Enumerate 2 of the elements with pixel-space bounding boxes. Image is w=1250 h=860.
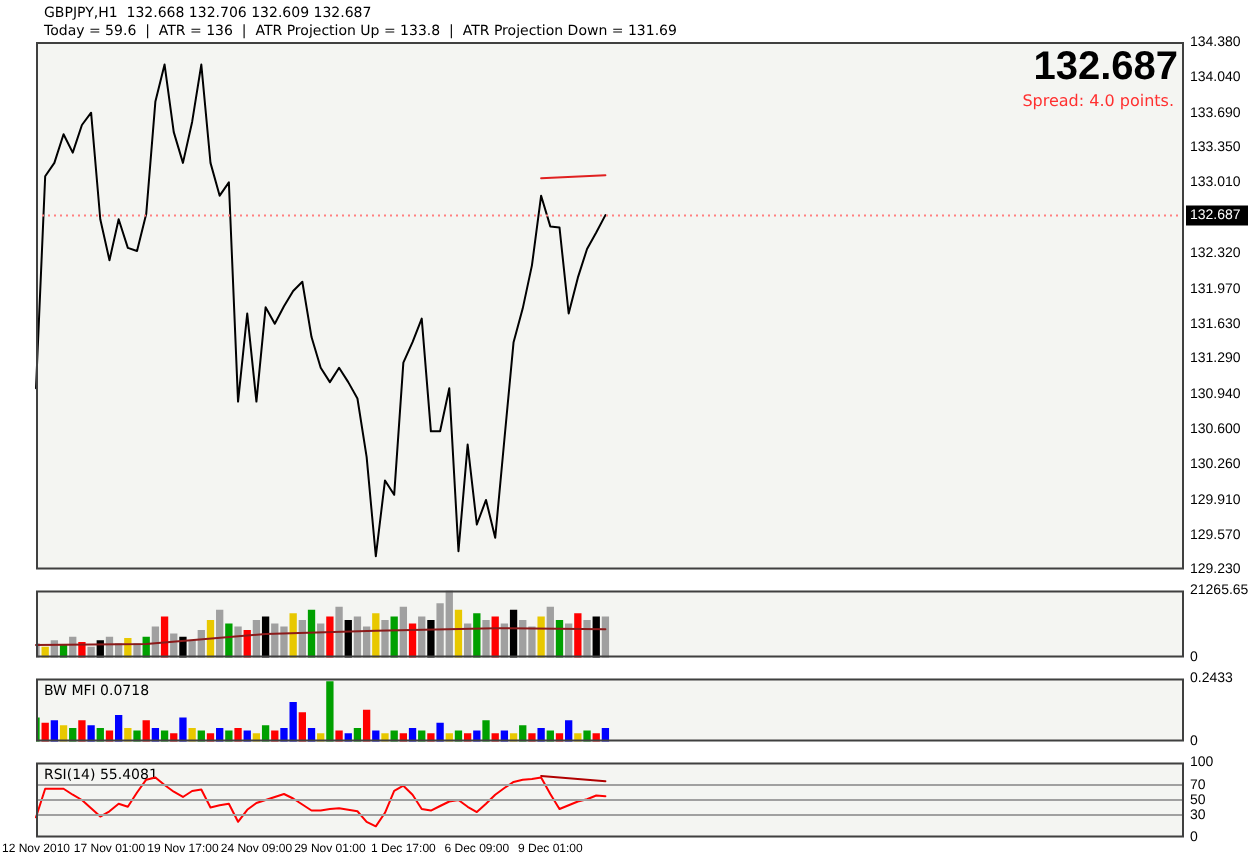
annotation: Spread: 4.0 points. — [1022, 92, 1174, 111]
annotation: 132.687 — [1033, 45, 1178, 90]
